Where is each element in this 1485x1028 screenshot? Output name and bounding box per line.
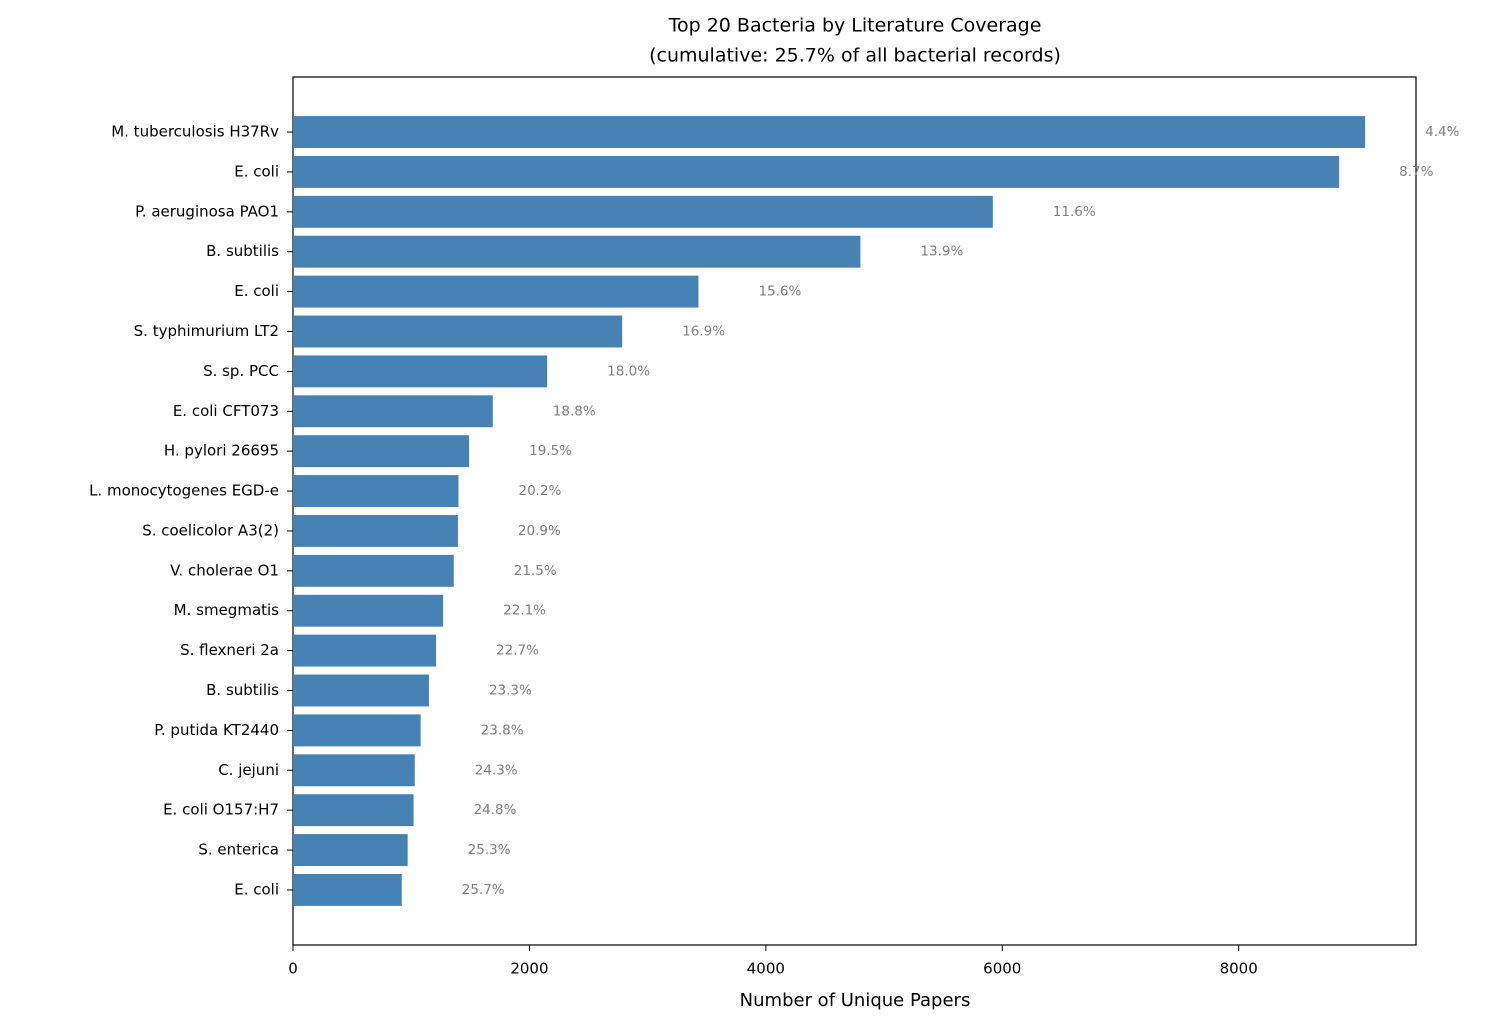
cumulative-label: 20.2% (518, 483, 561, 499)
y-tick-label: E. coli O157:H7 (163, 801, 279, 819)
x-tick-label: 0 (288, 960, 298, 978)
plot-frame (292, 76, 1417, 946)
y-tick-label: E. coli CFT073 (173, 402, 279, 420)
y-tick-label: S. flexneri 2a (180, 641, 279, 659)
y-tick-label: S. sp. PCC (203, 362, 279, 380)
bar (293, 714, 421, 747)
bar (293, 674, 429, 707)
cumulative-label: 4.4% (1425, 124, 1459, 140)
cumulative-label: 23.3% (489, 683, 532, 699)
cumulative-label: 22.7% (496, 643, 539, 659)
y-tick-label: B. subtilis (206, 242, 279, 260)
bar (293, 195, 993, 228)
cumulative-label: 21.5% (514, 563, 557, 579)
y-tick-label: S. typhimurium LT2 (134, 322, 279, 340)
cumulative-label: 25.7% (462, 882, 505, 898)
chart-subtitle: (cumulative: 25.7% of all bacterial reco… (649, 45, 1061, 67)
cumulative-label: 13.9% (920, 244, 963, 260)
bar (293, 355, 548, 388)
y-tick-label: V. cholerae O1 (170, 561, 279, 579)
x-tick-label: 6000 (983, 960, 1021, 978)
y-tick-label: S. enterica (198, 841, 279, 859)
cumulative-label: 23.8% (481, 722, 524, 738)
cumulative-label: 11.6% (1053, 204, 1096, 220)
bar (293, 754, 415, 787)
x-tick-label: 2000 (510, 960, 548, 978)
bar (293, 594, 444, 627)
cumulative-label: 18.0% (607, 363, 650, 379)
bar (293, 475, 459, 508)
cumulative-label: 25.3% (468, 842, 511, 858)
cumulative-label: 18.8% (553, 403, 596, 419)
bar (293, 235, 861, 268)
cumulative-label: 19.5% (529, 443, 572, 459)
bar (293, 514, 458, 547)
bar (293, 275, 699, 308)
cumulative-label: 24.3% (475, 762, 518, 778)
cumulative-label: 15.6% (758, 284, 801, 300)
x-axis-label: Number of Unique Papers (740, 990, 971, 1011)
y-tick-label: S. coelicolor A3(2) (142, 521, 279, 539)
bar (293, 554, 454, 587)
cumulative-label: 22.1% (503, 603, 546, 619)
bar (293, 116, 1366, 149)
y-tick-label: E. coli (234, 880, 279, 898)
y-tick-label: M. tuberculosis H37Rv (111, 123, 279, 141)
y-tick-label: L. monocytogenes EGD-e (89, 482, 279, 500)
cumulative-label: 16.9% (682, 323, 725, 339)
chart-title: Top 20 Bacteria by Literature Coverage (668, 15, 1042, 37)
x-tick-label: 8000 (1220, 960, 1258, 978)
bar (293, 634, 437, 667)
x-tick-label: 4000 (747, 960, 785, 978)
y-tick-label: E. coli (234, 162, 279, 180)
bar (293, 834, 408, 867)
bar (293, 873, 402, 906)
y-tick-label: M. smegmatis (174, 601, 280, 619)
cumulative-label: 20.9% (518, 523, 561, 539)
bar (293, 794, 414, 827)
y-tick-label: P. putida KT2440 (154, 721, 279, 739)
bar (293, 435, 470, 468)
bar (293, 315, 623, 348)
bar (293, 395, 493, 428)
bar (293, 155, 1340, 188)
y-tick-label: C. jejuni (218, 761, 279, 779)
cumulative-label: 8.7% (1399, 164, 1433, 180)
y-tick-label: B. subtilis (206, 681, 279, 699)
y-tick-label: P. aeruginosa PAO1 (135, 202, 279, 220)
cumulative-label: 24.8% (474, 802, 517, 818)
y-tick-label: H. pylori 26695 (164, 442, 279, 460)
y-tick-label: E. coli (234, 282, 279, 300)
